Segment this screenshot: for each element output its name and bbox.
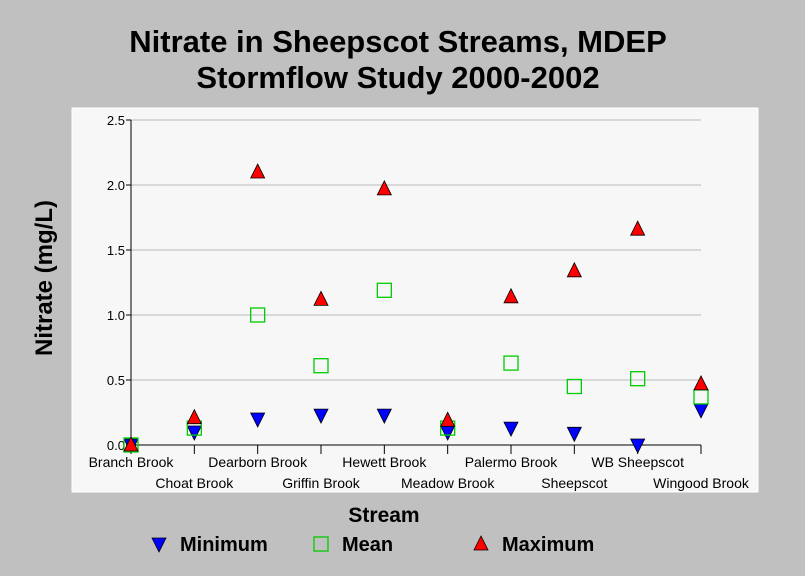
y-tick-label: 2.0 xyxy=(107,178,125,193)
x-tick-label: WB Sheepscot xyxy=(591,454,684,470)
chart-title-line-1: Nitrate in Sheepscot Streams, MDEP xyxy=(129,24,667,59)
x-tick-label: Sheepscot xyxy=(541,475,607,491)
maximum-marker xyxy=(123,436,139,452)
minimum-marker xyxy=(376,408,392,424)
mean-marker xyxy=(503,355,519,371)
data-markers xyxy=(123,163,709,454)
x-tick-label: Palermo Brook xyxy=(465,454,559,470)
mean-legend-icon xyxy=(313,536,329,552)
maximum-marker xyxy=(186,408,202,425)
y-tick-label: 2.5 xyxy=(107,113,125,128)
minimum-marker xyxy=(250,412,266,428)
maximum-marker xyxy=(250,163,266,179)
y-tick-labels: 0.0 0.5 1.0 1.5 2.0 2.5 xyxy=(107,113,125,453)
minimum-marker xyxy=(313,408,329,424)
minimum-marker xyxy=(630,438,646,454)
y-tick-label: 0.5 xyxy=(107,373,125,388)
maximum-legend-icon xyxy=(473,535,489,551)
x-tick-labels: Branch Brook Choat Brook Dearborn Brook Gri… xyxy=(89,454,750,491)
mean-marker xyxy=(376,282,392,298)
y-tick-label: 1.5 xyxy=(107,243,125,258)
maximum-marker xyxy=(566,261,582,278)
minimum-marker xyxy=(186,425,202,441)
legend-label: Mean xyxy=(342,534,393,556)
x-tick-label: Dearborn Brook xyxy=(208,454,308,470)
legend-label: Minimum xyxy=(180,534,268,556)
x-tick-label: Branch Brook xyxy=(89,454,175,470)
x-tick-label: Wingood Brook xyxy=(653,475,750,491)
x-axis-title: Stream xyxy=(348,504,419,527)
maximum-marker xyxy=(376,180,392,196)
x-tick-label: Choat Brook xyxy=(155,475,234,491)
y-axis-title: Nitrate (mg/L) xyxy=(31,200,58,356)
minimum-marker xyxy=(566,426,582,443)
x-tick-label: Meadow Brook xyxy=(401,475,495,491)
y-tick-label: 1.0 xyxy=(107,308,125,323)
x-tick-label: Griffin Brook xyxy=(282,475,361,491)
legend: Minimum Mean Maximum xyxy=(151,534,594,556)
mean-marker xyxy=(566,378,582,395)
y-tick-label: 0.0 xyxy=(107,438,125,453)
chart-title-line-2: Stormflow Study 2000-2002 xyxy=(196,60,599,95)
plot-panel xyxy=(71,107,759,493)
maximum-marker xyxy=(503,287,519,304)
mean-marker xyxy=(313,358,329,374)
legend-label: Maximum xyxy=(502,534,594,556)
maximum-marker xyxy=(693,375,709,391)
maximum-marker xyxy=(440,411,456,427)
minimum-marker xyxy=(503,421,519,437)
maximum-marker xyxy=(313,290,329,306)
gridlines xyxy=(131,119,701,381)
mean-marker xyxy=(250,307,266,323)
maximum-marker xyxy=(630,220,646,236)
x-tick-label: Hewett Brook xyxy=(342,454,427,470)
mean-marker xyxy=(630,371,646,387)
minimum-legend-icon xyxy=(151,537,167,553)
